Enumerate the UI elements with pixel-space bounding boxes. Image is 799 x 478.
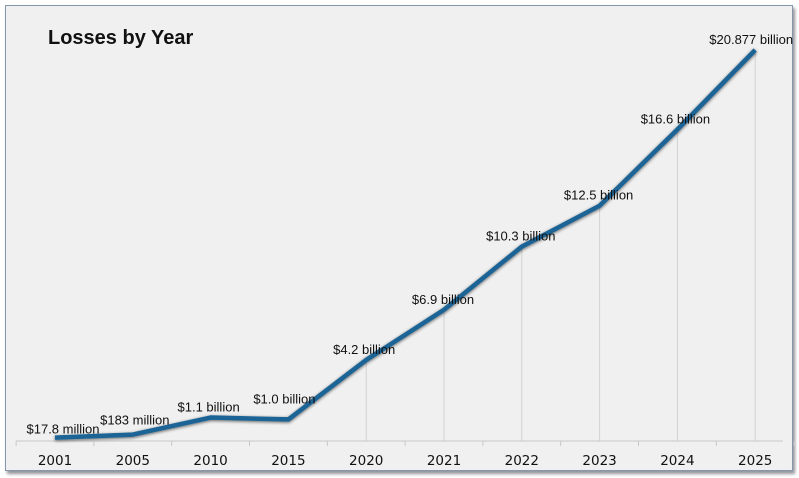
data-label: $6.9 billion — [412, 292, 474, 307]
data-label: $1.0 billion — [253, 391, 315, 406]
data-label: $16.6 billion — [641, 111, 710, 126]
x-tick-label: 2021 — [427, 453, 461, 469]
data-label: $4.2 billion — [333, 342, 395, 357]
chart-title: Losses by Year — [48, 27, 194, 49]
data-label: $10.3 billion — [486, 229, 555, 244]
x-tick-label: 2015 — [271, 453, 305, 469]
x-tick-label: 2025 — [738, 453, 772, 469]
data-label: $1.1 billion — [178, 400, 240, 415]
x-tick-label: 2001 — [38, 453, 72, 469]
series-line — [54, 48, 757, 440]
data-label: $17.8 million — [27, 422, 100, 437]
x-tick-label: 2022 — [505, 453, 539, 469]
data-label: $20.877 billion — [709, 32, 793, 47]
chart-frame — [5, 5, 793, 471]
x-tick-label: 2023 — [582, 453, 616, 469]
data-label: $12.5 billion — [564, 188, 633, 203]
x-tick-label: 2010 — [193, 453, 227, 469]
x-tick-label: 2024 — [660, 453, 694, 469]
x-tick-label: 2005 — [116, 453, 150, 469]
data-label: $183 million — [100, 413, 169, 428]
x-tick-label: 2020 — [349, 453, 383, 469]
